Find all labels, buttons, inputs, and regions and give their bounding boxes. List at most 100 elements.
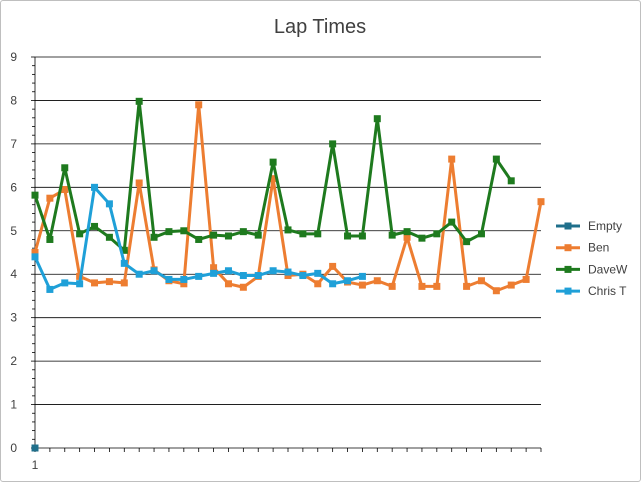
data-point — [284, 268, 292, 276]
legend-entry: Empty — [556, 219, 622, 233]
data-point — [180, 280, 188, 288]
gridlines — [35, 56, 541, 405]
data-point — [358, 281, 366, 289]
data-point — [210, 231, 218, 239]
legend-entry: DaveW — [556, 262, 628, 276]
data-point — [269, 175, 277, 183]
data-point — [120, 279, 128, 287]
data-point — [165, 275, 173, 283]
data-point — [329, 262, 337, 270]
data-point — [507, 177, 515, 185]
series-line — [33, 103, 543, 293]
data-point — [314, 269, 322, 277]
data-point — [477, 230, 485, 238]
data-point — [254, 272, 262, 280]
data-point — [210, 264, 218, 272]
data-point — [358, 232, 366, 240]
data-point — [373, 115, 381, 123]
data-point — [210, 269, 218, 277]
data-point — [463, 238, 471, 246]
y-tick-label: 0 — [10, 441, 17, 455]
series-davew — [31, 97, 515, 254]
legend-label: Ben — [588, 241, 609, 255]
legend: Empty Ben DaveW Chris T — [556, 219, 628, 298]
data-point — [433, 230, 441, 238]
data-point — [403, 233, 411, 241]
data-point — [239, 272, 247, 280]
data-point — [522, 275, 530, 283]
data-point — [135, 97, 143, 105]
legend-label: Empty — [588, 219, 622, 233]
data-point — [448, 218, 456, 226]
data-point — [46, 285, 54, 293]
data-point — [329, 140, 337, 148]
data-point — [31, 444, 39, 452]
data-point — [61, 279, 69, 287]
data-point — [344, 232, 352, 240]
chart-title: Lap Times — [274, 16, 366, 38]
data-point — [239, 228, 247, 236]
data-point — [358, 272, 366, 280]
data-point — [314, 230, 322, 238]
y-tick-label: 6 — [10, 180, 17, 194]
series-empty — [31, 444, 39, 452]
data-point — [418, 282, 426, 290]
data-point — [195, 235, 203, 243]
data-point — [403, 228, 411, 236]
data-point — [224, 232, 232, 240]
data-point — [388, 282, 396, 290]
data-point — [239, 283, 247, 291]
series-lines — [31, 97, 545, 452]
data-point — [105, 200, 113, 208]
data-point — [433, 282, 441, 290]
axes: 0 1 2 3 4 5 6 7 8 9 1 — [10, 50, 542, 472]
data-point — [418, 234, 426, 242]
legend-swatch-marker — [564, 287, 572, 295]
data-point — [507, 281, 515, 289]
data-point — [448, 155, 456, 163]
data-point — [91, 222, 99, 230]
y-tick-label: 7 — [10, 137, 17, 151]
data-point — [180, 227, 188, 235]
data-point — [314, 280, 322, 288]
data-point — [299, 272, 307, 280]
y-tick-label: 4 — [10, 267, 17, 281]
data-point — [537, 198, 545, 206]
y-tick-label: 8 — [10, 93, 17, 107]
data-point — [91, 279, 99, 287]
legend-entry: Chris T — [556, 284, 627, 298]
data-point — [31, 191, 39, 199]
data-point — [31, 249, 39, 256]
data-point — [120, 246, 128, 254]
data-point — [373, 277, 381, 285]
data-point — [269, 158, 277, 166]
data-point — [329, 280, 337, 288]
data-point — [492, 287, 500, 295]
y-tick-label: 3 — [10, 311, 17, 325]
data-point — [492, 155, 500, 163]
data-point — [46, 194, 54, 202]
y-tick-label: 5 — [10, 224, 17, 238]
series-chris-t — [31, 183, 366, 293]
data-point — [105, 233, 113, 241]
data-point — [91, 183, 99, 191]
data-point — [269, 267, 277, 275]
data-point — [463, 282, 471, 290]
data-point — [46, 235, 54, 243]
legend-label: DaveW — [588, 262, 628, 276]
data-point — [284, 226, 292, 234]
data-point — [105, 278, 113, 286]
data-point — [180, 275, 188, 283]
x-tick-label: 1 — [32, 458, 39, 472]
data-point — [61, 186, 69, 194]
data-point — [31, 253, 39, 261]
data-point — [76, 280, 84, 288]
data-point — [120, 259, 128, 267]
series-ben — [31, 101, 545, 295]
data-point — [299, 230, 307, 238]
data-point — [388, 231, 396, 239]
data-point — [195, 272, 203, 280]
data-point — [150, 267, 158, 275]
legend-swatch-marker — [564, 222, 572, 230]
